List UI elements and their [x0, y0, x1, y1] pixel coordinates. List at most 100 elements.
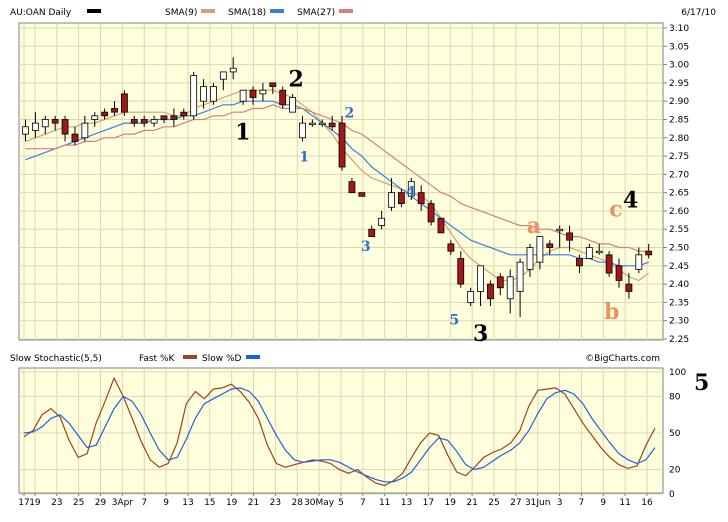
candle — [516, 258, 524, 318]
candle — [190, 71, 198, 120]
candle-body-down — [546, 243, 554, 248]
wave-label: 1 — [235, 120, 250, 146]
candle — [299, 115, 306, 142]
candle-body-up — [91, 115, 99, 120]
candle — [496, 273, 504, 296]
candle-body-down — [121, 93, 128, 113]
candle — [81, 115, 89, 142]
candle — [546, 240, 554, 255]
x-tick-label: 27 — [510, 498, 521, 508]
candle-body-up — [595, 250, 603, 254]
candle — [487, 280, 494, 307]
candle-body-up — [407, 181, 415, 197]
candle — [200, 79, 207, 109]
candle — [160, 115, 168, 124]
x-tick-label: 17 — [18, 498, 29, 508]
candle-body-down — [328, 122, 336, 128]
candle-body-up — [299, 122, 306, 139]
candle-body-up — [31, 122, 39, 131]
candle — [51, 115, 59, 131]
x-tick-label: 23 — [51, 498, 62, 508]
x-tick-label: 9 — [600, 498, 606, 508]
date-label: 6/17/10 — [681, 8, 716, 18]
candle — [259, 82, 267, 102]
candle — [417, 185, 425, 211]
candle-body-down — [348, 181, 356, 194]
candle-body-down — [447, 243, 455, 252]
price-y-tick-label: 2.35 — [669, 298, 689, 308]
wave-label: 2 — [288, 67, 303, 93]
legend-swatch — [339, 9, 353, 13]
price-y-tick-label: 2.90 — [669, 97, 689, 107]
candle — [239, 89, 247, 105]
stochastic-y-axis: 100 80 50 20 0 — [669, 368, 686, 500]
candle — [289, 93, 296, 113]
candle — [61, 115, 69, 142]
candle — [31, 112, 39, 138]
candle-body-up — [219, 71, 227, 80]
candle-body-down — [140, 119, 148, 124]
x-tick-label: 19 — [445, 498, 457, 508]
candle-body-up — [467, 291, 475, 303]
price-y-axis: 3.10 3.05 3.00 2.95 2.90 2.85 2.80 2.75 2.70 2.65… — [663, 24, 689, 345]
candle-body-up — [536, 236, 544, 263]
candle — [210, 82, 217, 105]
x-tick-label: 13 — [401, 498, 412, 508]
candle-body-down — [358, 192, 366, 197]
candle-body-down — [71, 133, 79, 142]
candle — [477, 265, 484, 307]
candle — [269, 82, 277, 94]
date-x-axis: 17 19 23 25 29 3Apr 7 9 13 15 19 21 23 28 30May 5 7 11 13 1… — [18, 493, 653, 508]
candle-body-up — [22, 126, 29, 135]
candle-body-down — [101, 111, 109, 117]
legend-swatch — [201, 9, 215, 13]
candle-body-down — [457, 258, 465, 285]
candle-body-down — [615, 265, 623, 281]
price-y-tick-label: 2.65 — [669, 189, 689, 199]
candle-body-up — [289, 97, 296, 113]
candle — [41, 115, 49, 135]
price-y-tick-label: 2.85 — [669, 115, 689, 125]
candle — [180, 108, 188, 120]
x-tick-label: 25 — [73, 498, 84, 508]
candle-body-down — [625, 283, 633, 292]
stochastic-legend: Fast %K Slow %D — [139, 354, 260, 364]
candle-body-down — [368, 228, 376, 237]
candle — [526, 243, 534, 277]
candle-body-up — [516, 261, 524, 292]
candle-body-up — [556, 228, 564, 232]
candle — [605, 251, 613, 277]
candle — [229, 57, 237, 80]
candle-body-down — [487, 283, 494, 300]
candle — [388, 178, 395, 211]
candle — [536, 236, 544, 270]
sma-line — [25, 104, 649, 252]
candle-body-up — [318, 122, 326, 126]
stochastic-legend-label: Fast %K — [139, 354, 175, 364]
x-tick-label: 11 — [619, 498, 630, 508]
candlesticks — [22, 57, 653, 318]
candle-body-down — [496, 276, 504, 289]
candle — [140, 115, 148, 127]
candle — [318, 119, 326, 127]
candle-body-down — [279, 89, 287, 106]
candle-body-down — [111, 108, 118, 113]
price-y-tick-label: 3.00 — [669, 61, 689, 71]
candle — [566, 225, 573, 252]
sma-line — [25, 100, 649, 267]
price-y-tick-label: 3.10 — [669, 24, 689, 34]
stochastic-header: Slow Stochastic(5,5) Fast %K Slow %D — [10, 354, 260, 364]
candle-body-up — [81, 122, 89, 139]
x-tick-label: 21 — [248, 498, 259, 508]
wave-label: 4 — [406, 184, 416, 200]
candle — [556, 225, 564, 248]
candle-body-up — [378, 217, 386, 226]
candle — [645, 243, 653, 259]
wave-label: 3 — [473, 321, 488, 347]
candle-body-down — [130, 119, 138, 124]
candle-body-up — [635, 254, 643, 270]
stochastic-line — [23, 387, 656, 483]
candle-body-up — [506, 276, 514, 300]
price-y-tick-label: 2.80 — [669, 134, 689, 144]
